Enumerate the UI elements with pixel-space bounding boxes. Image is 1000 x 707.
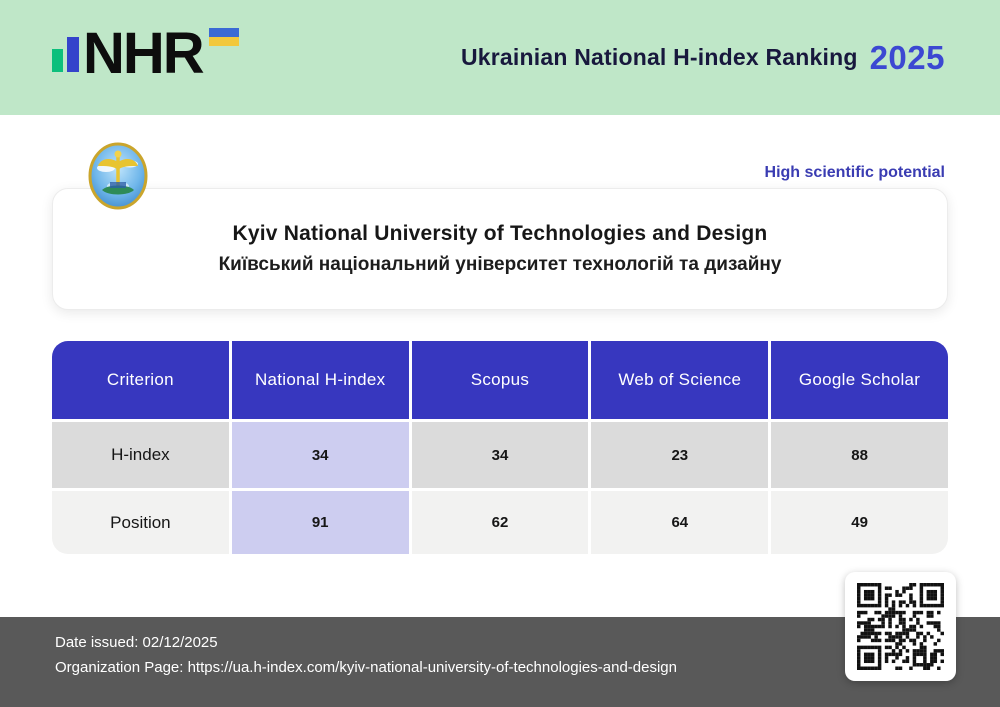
date-issued: Date issued: 02/12/2025	[55, 634, 218, 651]
ranking-title-text: Ukrainian National H-index Ranking	[460, 44, 858, 70]
ranking-table: Criterion National H-index Scopus Web of…	[52, 341, 948, 554]
column-header-scopus: Scopus	[411, 341, 589, 419]
column-header-national-h-index: National H-index	[231, 341, 409, 419]
nhr-logo: NHR	[52, 21, 239, 86]
row-label-position: Position	[52, 491, 229, 554]
position-national: 91	[231, 491, 409, 554]
top-banner: NHR Ukrainian National H-index Ranking 2…	[0, 0, 1000, 115]
ukraine-flag-icon	[208, 28, 239, 46]
ranking-year: 2025	[869, 38, 945, 76]
qr-code-card	[845, 572, 956, 681]
organization-page-url: Organization Page: https://ua.h-index.co…	[55, 659, 677, 676]
nhr-logo-text: NHR	[83, 21, 205, 86]
university-logo	[88, 142, 148, 210]
h-index-scopus: 34	[411, 422, 589, 488]
position-web-of-science: 64	[591, 491, 769, 554]
status-badge: High scientific potential	[764, 164, 945, 181]
bar-chart-icon	[52, 37, 79, 73]
position-google-scholar: 49	[771, 491, 948, 554]
h-index-google-scholar: 88	[771, 422, 948, 488]
row-label-h-index: H-index	[52, 422, 229, 488]
h-index-national: 34	[231, 422, 409, 488]
footer: Date issued: 02/12/2025 Organization Pag…	[0, 617, 1000, 707]
ranking-title: Ukrainian National H-index Ranking 2025	[461, 0, 945, 115]
university-name-card: Kyiv National University of Technologies…	[52, 188, 948, 310]
position-scopus: 62	[411, 491, 589, 554]
column-header-web-of-science: Web of Science	[591, 341, 769, 419]
university-name-ukrainian: Київський національний університет техно…	[218, 254, 782, 275]
column-header-google-scholar: Google Scholar	[771, 341, 948, 419]
column-header-criterion: Criterion	[52, 341, 229, 419]
university-name-english: Kyiv National University of Technologies…	[232, 222, 768, 245]
qr-code	[857, 583, 944, 670]
h-index-web-of-science: 23	[591, 422, 769, 488]
